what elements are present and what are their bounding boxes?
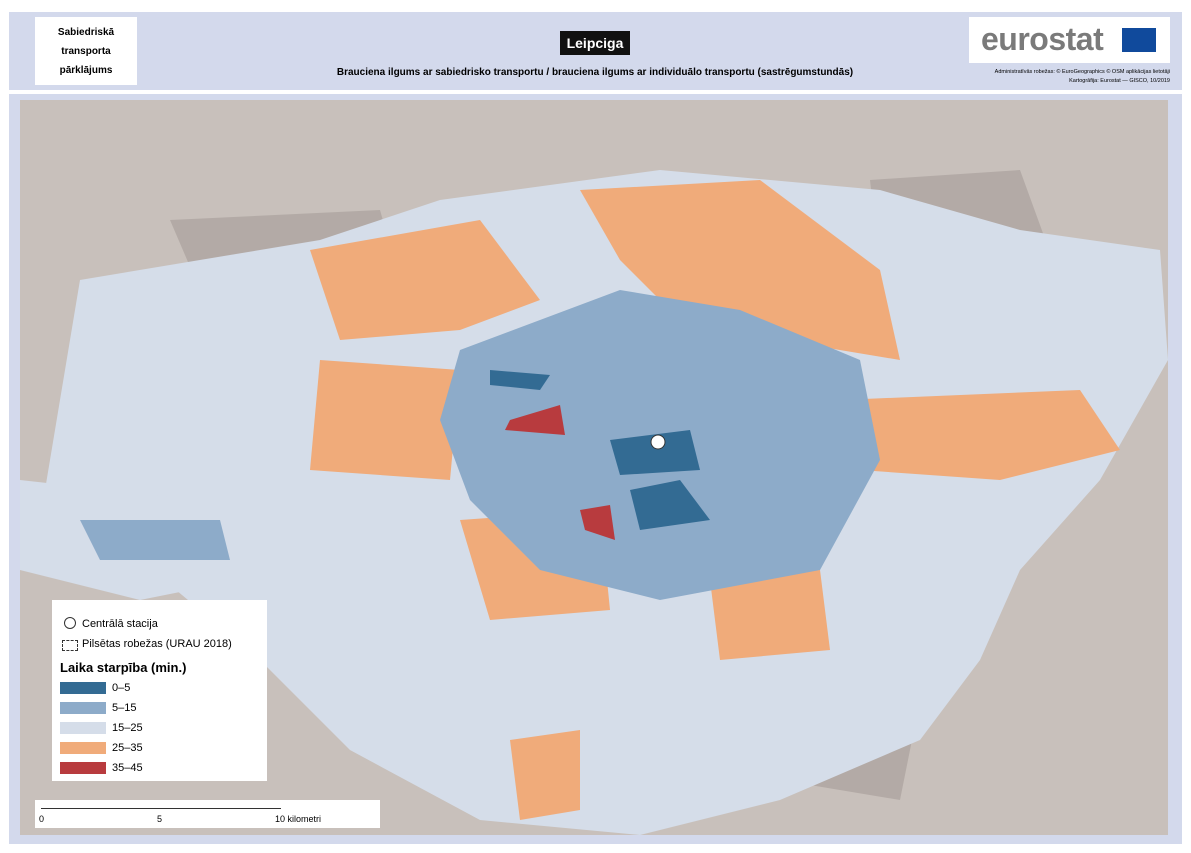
credit: Kartogrāfija: Eurostat — GISCO, 10/2019	[1069, 78, 1170, 84]
legend-item: 15–25	[60, 722, 143, 734]
legend-swatch	[60, 722, 106, 734]
legend-symbol: Centrālā stacija	[82, 618, 158, 630]
legend-label: 0–5	[112, 682, 131, 694]
map	[20, 100, 1168, 835]
legend-item: 0–5	[60, 682, 130, 694]
legend-title: Laika starpība (min.)	[60, 660, 187, 675]
logo-text: eurostat	[981, 21, 1104, 57]
legend-label: 35–45	[112, 762, 143, 774]
class-35-45	[505, 405, 615, 540]
legend-item: 35–45	[60, 762, 143, 774]
central-station	[650, 434, 666, 450]
legend-label: 15–25	[112, 722, 143, 734]
subtitle: Brauciena ilgums ar sabiedrisko transpor…	[336, 67, 854, 78]
legend-swatch	[60, 762, 106, 774]
legend-symbol: Pilsētas robežas (URAU 2018)	[82, 638, 232, 650]
station-symbol	[64, 617, 76, 629]
legend-swatch	[60, 682, 106, 694]
class-0-5	[490, 370, 710, 530]
eu-flag	[1122, 28, 1156, 52]
scale-label: 0	[39, 814, 45, 824]
legend-swatch	[60, 702, 106, 714]
scale-label: 10 kilometri	[275, 814, 322, 824]
logo: eurostat	[969, 17, 1170, 63]
scale-line	[41, 808, 281, 809]
panel-label: Sabiedriskā transporta pārklājums	[35, 17, 137, 85]
map-title: Leipciga	[560, 31, 630, 55]
legend-label: 5–15	[112, 702, 137, 714]
credits: Administratīvās robežas: © EuroGeographi…	[995, 68, 1170, 86]
credit: Administratīvās robežas: © EuroGeographi…	[994, 69, 1170, 75]
legend-item: 5–15	[60, 702, 136, 714]
boundary-symbol	[62, 640, 78, 651]
scale-label: 5	[157, 814, 163, 824]
legend-swatch	[60, 742, 106, 754]
legend: Centrālā stacija Pilsētas robežas (URAU …	[52, 600, 267, 781]
scale-bar: 0 5 10 kilometri	[35, 800, 380, 828]
legend-item: 25–35	[60, 742, 143, 754]
legend-label: 25–35	[112, 742, 143, 754]
